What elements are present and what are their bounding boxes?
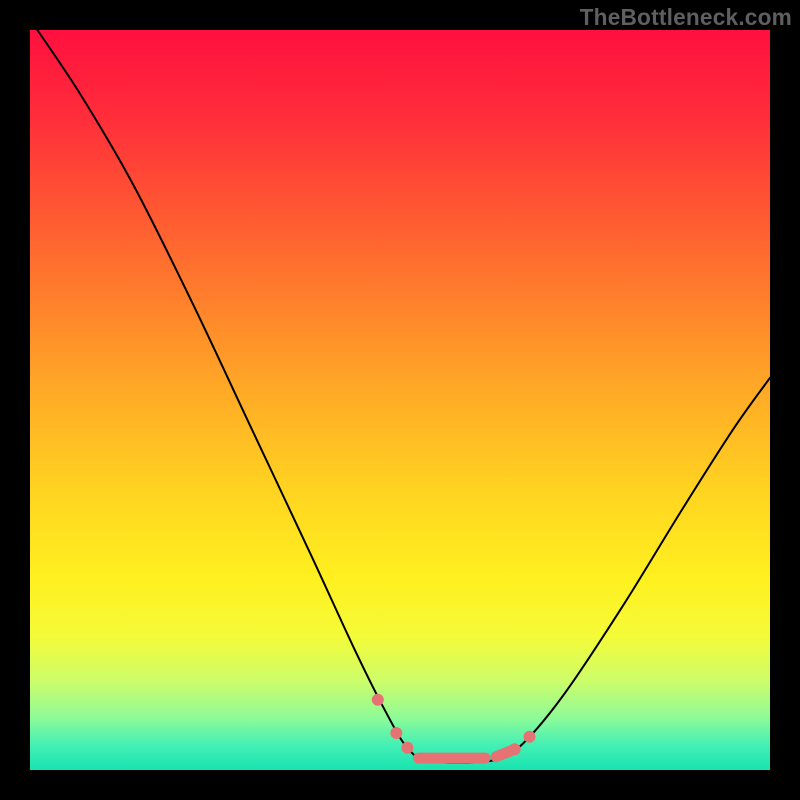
marker-dot [372, 694, 384, 706]
marker-dot [401, 742, 413, 754]
bottleneck-chart [0, 0, 800, 800]
marker-segment [496, 751, 511, 757]
marker-dot [524, 731, 536, 743]
watermark-text: TheBottleneck.com [580, 4, 792, 31]
chart-stage: TheBottleneck.com [0, 0, 800, 800]
marker-dot [390, 727, 402, 739]
plot-background [30, 30, 770, 770]
marker-dot [509, 743, 521, 755]
